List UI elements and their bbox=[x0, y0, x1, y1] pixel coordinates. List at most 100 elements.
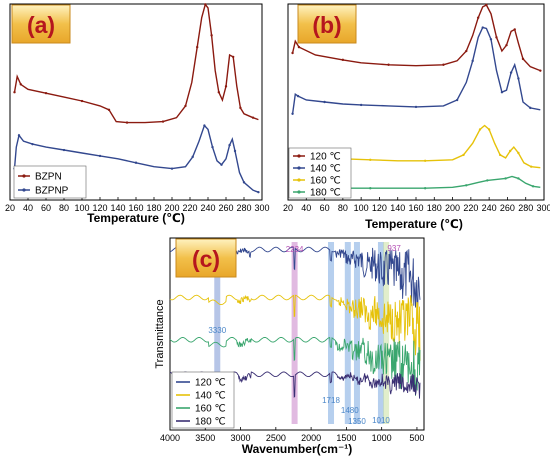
data-point bbox=[291, 51, 294, 55]
data-point bbox=[369, 158, 372, 162]
x-tick-label: 60 bbox=[41, 203, 51, 213]
data-point bbox=[184, 104, 187, 108]
band-label: 1350 bbox=[348, 417, 366, 426]
x-tick-label: 220 bbox=[463, 203, 478, 213]
x-tick-label: 20 bbox=[283, 203, 293, 213]
panel-c-x-axis: 4000 3500 3000 2500 2000 1500 1000 500 bbox=[160, 427, 424, 443]
data-point bbox=[442, 63, 445, 66]
data-point bbox=[465, 184, 468, 187]
band-label: 1010 bbox=[372, 416, 390, 425]
panel-a-x-axis: 20 40 60 80 100 120 140 160 180 200 220 240 260 280 30… bbox=[5, 197, 270, 213]
data-point bbox=[471, 59, 474, 63]
data-point bbox=[387, 63, 390, 66]
panel-a-tag-box bbox=[11, 4, 71, 44]
data-point bbox=[13, 91, 16, 94]
x-tick-label: 180 bbox=[146, 203, 161, 213]
data-point bbox=[462, 153, 465, 157]
data-point bbox=[242, 181, 246, 184]
data-point bbox=[500, 91, 504, 94]
x-tick-label: 200 bbox=[445, 203, 460, 213]
band-label: 3330 bbox=[208, 326, 226, 335]
data-point bbox=[297, 45, 301, 49]
data-point bbox=[217, 91, 220, 94]
data-point bbox=[476, 16, 480, 19]
legend-marker bbox=[297, 154, 301, 158]
data-point bbox=[505, 43, 508, 47]
x-tick-label: 260 bbox=[500, 203, 515, 213]
legend-marker bbox=[22, 174, 26, 178]
panel-b-xlabel: Temperature (℃) bbox=[365, 217, 463, 231]
data-point bbox=[517, 77, 520, 80]
data-point bbox=[423, 187, 427, 190]
panel-a-legend: BZPN BZPNP bbox=[13, 165, 87, 199]
panel-b-tag: (b) bbox=[312, 12, 341, 38]
series-line-2 bbox=[292, 124, 541, 169]
data-point bbox=[495, 36, 498, 39]
data-point bbox=[98, 154, 102, 158]
legend-marker bbox=[297, 178, 301, 182]
x-tick-label: 40 bbox=[301, 203, 311, 213]
x-tick-label: 100 bbox=[354, 203, 369, 213]
data-point bbox=[80, 99, 84, 103]
data-point bbox=[210, 34, 213, 37]
panel-b-x-axis: 20 40 60 80 100 120 140 160 180 200 220 240 260 280 30… bbox=[283, 197, 550, 213]
data-point bbox=[257, 190, 260, 194]
data-point bbox=[521, 57, 525, 61]
data-point bbox=[531, 185, 535, 188]
x-tick-label: 220 bbox=[182, 203, 197, 213]
data-point bbox=[423, 159, 427, 162]
legend-label: 120 ℃ bbox=[195, 378, 226, 389]
x-tick-label: 240 bbox=[482, 203, 497, 213]
spectrum-line-1 bbox=[169, 294, 421, 361]
data-point bbox=[498, 153, 502, 157]
data-point bbox=[485, 3, 488, 7]
data-point bbox=[251, 116, 255, 119]
legend-label: 180 ℃ bbox=[310, 188, 341, 199]
panel-c-xlabel: Wavenumber(cm⁻¹) bbox=[242, 442, 353, 456]
data-point bbox=[224, 85, 228, 88]
data-point bbox=[31, 142, 34, 146]
data-point bbox=[455, 98, 459, 102]
x-tick-label: 300 bbox=[536, 203, 550, 213]
panel-c-ylabel: Transmittance bbox=[154, 299, 166, 368]
data-point bbox=[513, 28, 516, 31]
panel-b-series bbox=[291, 3, 542, 191]
data-point bbox=[220, 163, 223, 166]
data-point bbox=[341, 58, 345, 62]
x-tick-label: 2000 bbox=[301, 433, 321, 443]
panel-c-legend: 120 ℃ 140 ℃ 160 ℃ 180 ℃ bbox=[171, 371, 235, 429]
data-point bbox=[239, 106, 242, 110]
data-point bbox=[465, 49, 468, 53]
legend-label: BZPNP bbox=[35, 186, 69, 197]
data-point bbox=[414, 105, 418, 109]
data-point bbox=[517, 151, 520, 155]
x-tick-label: 140 bbox=[110, 203, 125, 213]
x-tick-label: 40 bbox=[23, 203, 33, 213]
data-point bbox=[517, 177, 520, 180]
x-tick-label: 240 bbox=[200, 203, 215, 213]
x-tick-label: 1000 bbox=[372, 433, 392, 443]
x-tick-label: 500 bbox=[409, 433, 424, 443]
band-label: 1480 bbox=[341, 406, 359, 415]
highlight-band bbox=[214, 242, 221, 424]
data-point bbox=[489, 38, 493, 41]
x-tick-label: 100 bbox=[74, 203, 89, 213]
data-point bbox=[161, 120, 165, 123]
highlight-band bbox=[291, 242, 298, 424]
highlight-band bbox=[344, 242, 351, 424]
legend-label: 160 ℃ bbox=[310, 176, 341, 187]
x-tick-label: 1500 bbox=[336, 433, 356, 443]
x-tick-label: 4000 bbox=[160, 433, 180, 443]
x-tick-label: 160 bbox=[408, 203, 423, 213]
panel-b-tag-box bbox=[297, 4, 357, 44]
data-point bbox=[134, 161, 138, 164]
data-point bbox=[530, 165, 533, 168]
data-point bbox=[359, 103, 363, 107]
data-point bbox=[196, 45, 199, 49]
highlight-band bbox=[353, 242, 360, 424]
data-point bbox=[539, 69, 542, 72]
data-point bbox=[509, 71, 513, 74]
legend-label: 160 ℃ bbox=[195, 404, 226, 415]
